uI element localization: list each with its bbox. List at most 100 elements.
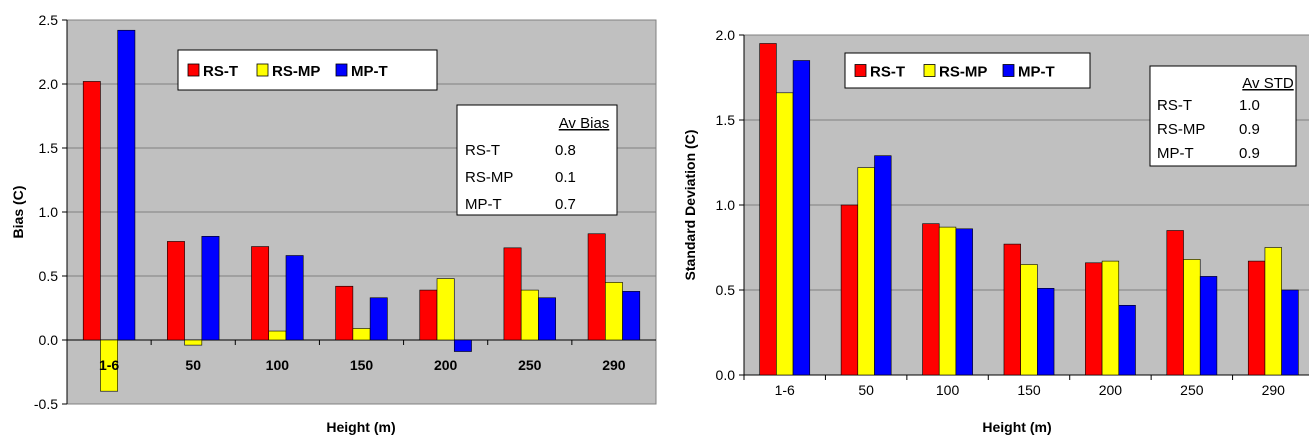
bar-mp-t: [453, 339, 472, 352]
legend-swatch-rs-mp: [923, 64, 936, 77]
bar-rs-t: [335, 285, 354, 341]
summary-table-box: [1149, 65, 1297, 167]
summary-row-label: RS-MP: [1157, 121, 1205, 138]
bar-rs-t: [1003, 243, 1021, 376]
summary-table-header: Av Bias: [559, 115, 610, 132]
bar-mp-t: [622, 291, 641, 341]
bar-rs-mp: [938, 226, 957, 376]
x-tick-label: 1-6: [775, 382, 795, 398]
x-tick-label: 290: [602, 357, 626, 373]
y-tick-label: 0.5: [39, 268, 59, 284]
y-tick-label: 0.5: [716, 282, 736, 298]
bar-rs-mp: [436, 278, 455, 341]
y-tick-label: 1.0: [39, 204, 59, 220]
x-tick-label: 100: [266, 357, 290, 373]
x-tick-label: 100: [936, 382, 960, 398]
bar-rs-mp: [100, 339, 118, 392]
summary-row-value: 0.9: [1239, 145, 1260, 162]
summary-table-header: Av STD: [1242, 75, 1294, 92]
bar-mp-t: [201, 236, 220, 341]
x-tick-label: 1-6: [99, 357, 119, 373]
bar-rs-mp: [1183, 259, 1201, 376]
summary-row-value: 1.0: [1239, 97, 1260, 114]
bar-rs-t: [922, 223, 940, 376]
bar-rs-t: [82, 81, 101, 341]
bar-rs-t: [1247, 260, 1266, 376]
y-tick-label: 1.5: [716, 112, 736, 128]
legend-swatch-rs-t: [854, 64, 867, 77]
bias-chart: 2.5 2.0 1.5 1.0 0.5 0.0 -0.5 1-6 50 100 150 200 250 2…: [10, 12, 657, 435]
x-tick-label: 200: [434, 357, 458, 373]
y-tick-label: 0.0: [716, 367, 736, 383]
x-axis-title: Height (m): [326, 419, 395, 435]
y-tick-label: 0.0: [39, 332, 59, 348]
bar-rs-mp: [1020, 264, 1038, 376]
y-tick-label: 2.0: [39, 76, 59, 92]
legend-box: [177, 49, 438, 91]
x-tick-label: 50: [858, 382, 874, 398]
std-chart: 2.0 1.5 1.0 0.5 0.0 1-6 50 100 150 200 250 290 Heigh…: [682, 27, 1309, 435]
x-tick-label: 200: [1099, 382, 1123, 398]
bar-rs-t: [167, 241, 185, 341]
bar-rs-t: [503, 247, 522, 341]
x-tick-label: 290: [1262, 382, 1286, 398]
bar-rs-t: [1166, 230, 1184, 376]
bar-mp-t: [538, 297, 556, 341]
bar-rs-t: [251, 246, 270, 341]
bar-rs-mp: [857, 167, 875, 376]
y-tick-label: -0.5: [34, 396, 58, 412]
legend-swatch-mp-t: [335, 63, 348, 77]
legend-swatch-rs-mp: [256, 63, 269, 77]
bar-rs-mp: [520, 289, 539, 341]
summary-row-value: 0.1: [555, 169, 576, 186]
y-axis-title: Standard Deviation (C): [682, 130, 698, 281]
y-tick-label: 1.5: [39, 140, 59, 156]
bar-rs-mp: [268, 330, 287, 341]
summary-row-label: RS-T: [465, 142, 500, 159]
summary-row-label: MP-T: [465, 196, 502, 213]
bar-rs-mp: [605, 282, 623, 341]
bar-rs-mp: [776, 92, 794, 376]
summary-row-value: 0.7: [555, 196, 576, 213]
bar-rs-mp: [352, 328, 371, 341]
summary-row-label: RS-MP: [465, 169, 513, 186]
bar-rs-t: [840, 204, 859, 376]
legend-label-rs-mp: RS-MP: [272, 63, 320, 80]
bar-mp-t: [369, 297, 388, 341]
y-tick-label: 1.0: [716, 197, 736, 213]
bar-mp-t: [955, 228, 973, 376]
legend-swatch-mp-t: [1002, 64, 1015, 77]
bar-mp-t: [1118, 304, 1136, 376]
bar-rs-t: [587, 233, 606, 341]
x-axis-title: Height (m): [982, 419, 1051, 435]
bar-rs-mp: [184, 339, 203, 346]
y-axis-title: Bias (C): [10, 186, 26, 239]
bar-rs-t: [1085, 262, 1103, 376]
summary-row-label: RS-T: [1157, 97, 1192, 114]
x-tick-label: 50: [185, 357, 201, 373]
summary-row-value: 0.9: [1239, 121, 1260, 138]
bar-rs-mp: [1264, 247, 1282, 376]
bar-mp-t: [874, 155, 892, 376]
bar-mp-t: [285, 255, 304, 341]
summary-row-label: MP-T: [1157, 145, 1194, 162]
x-tick-label: 250: [518, 357, 542, 373]
summary-table-box: [456, 104, 618, 216]
legend-label-mp-t: MP-T: [1018, 64, 1055, 81]
legend-swatch-rs-t: [187, 63, 200, 77]
x-tick-label: 150: [1017, 382, 1041, 398]
bar-mp-t: [792, 60, 811, 376]
legend-label-rs-t: RS-T: [203, 63, 238, 80]
bar-rs-mp: [1101, 260, 1120, 376]
bar-mp-t: [1199, 276, 1218, 376]
bar-mp-t: [1037, 287, 1055, 376]
bar-rs-t: [419, 289, 438, 341]
legend-label-rs-t: RS-T: [870, 64, 905, 81]
y-tick-label: 2.5: [39, 12, 59, 28]
bar-mp-t: [1281, 289, 1299, 376]
legend-label-mp-t: MP-T: [351, 63, 388, 80]
y-tick-label: 2.0: [716, 27, 736, 43]
x-tick-label: 250: [1180, 382, 1204, 398]
legend-label-rs-mp: RS-MP: [939, 64, 987, 81]
